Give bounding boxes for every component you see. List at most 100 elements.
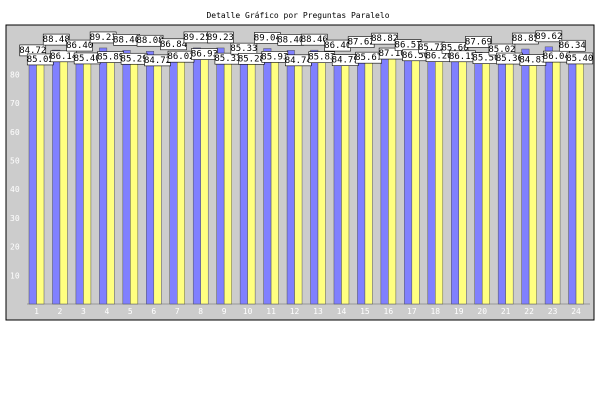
bar-series-2	[458, 56, 467, 305]
data-label: 88.08	[136, 36, 163, 46]
x-tick-label: 11	[266, 307, 276, 316]
data-label: 88.40	[277, 35, 304, 45]
bar-series-2	[36, 59, 45, 305]
data-label: 88.46	[301, 35, 328, 45]
bar-series-2	[341, 60, 350, 305]
data-label: 84.83	[519, 56, 546, 66]
x-tick-label: 17	[407, 307, 417, 316]
x-tick-label: 4	[104, 307, 109, 316]
bar-series-1	[333, 55, 342, 305]
data-label: 87.69	[465, 37, 492, 47]
data-label: 87.62	[348, 38, 375, 48]
data-label: 84.74	[285, 56, 312, 66]
data-label: 84.72	[144, 56, 171, 66]
data-label-box	[207, 31, 234, 44]
bar-series-2	[106, 57, 115, 305]
x-tick-label: 5	[128, 307, 133, 316]
data-label: 85.33	[214, 54, 241, 64]
bar-series-1	[427, 57, 436, 305]
data-label: 85.83	[308, 53, 335, 63]
data-label: 87.10	[379, 49, 406, 59]
data-label-box	[535, 30, 563, 43]
x-tick-label: 8	[198, 307, 203, 316]
y-tick-label: 80	[10, 70, 20, 79]
bar-series-1	[474, 52, 483, 305]
x-tick-label: 9	[222, 307, 227, 316]
bar-series-1	[380, 48, 389, 305]
data-label: 84.72	[19, 46, 46, 56]
x-tick-label: 6	[151, 307, 156, 316]
data-label: 85.33	[230, 44, 257, 54]
data-label-box	[566, 52, 594, 65]
bar-series-2	[388, 53, 397, 305]
bar-series-2	[552, 56, 561, 305]
data-label: 86.20	[425, 52, 452, 62]
bar-series-2	[294, 60, 303, 305]
data-label: 86.84	[160, 40, 187, 50]
data-label: 89.04	[254, 33, 281, 43]
data-label: 89.62	[535, 32, 562, 42]
x-tick-label: 2	[58, 307, 63, 316]
data-label: 89.25	[183, 33, 210, 43]
x-tick-label: 24	[571, 307, 581, 316]
data-label: 85.05	[27, 55, 54, 65]
x-tick-label: 10	[243, 307, 253, 316]
x-tick-label: 7	[175, 307, 180, 316]
bar-series-2	[200, 54, 209, 305]
y-tick-label: 50	[10, 157, 20, 166]
data-label: 86.40	[66, 41, 93, 51]
data-label: 85.29	[121, 54, 148, 64]
bar-series-2	[528, 60, 537, 305]
bar-series-1	[192, 47, 201, 305]
data-label-box	[558, 39, 586, 52]
data-label-box	[42, 33, 70, 46]
x-tick-label: 19	[454, 307, 464, 316]
bar-series-2	[83, 58, 92, 305]
bar-series-2	[59, 56, 68, 305]
x-tick-label: 18	[430, 307, 440, 316]
bar-series-1	[568, 55, 577, 305]
y-tick-label: 40	[10, 185, 20, 194]
data-label: 86.04	[543, 52, 570, 62]
bar-series-1	[169, 54, 178, 305]
x-tick-label: 13	[313, 307, 323, 316]
bar-series-2	[247, 59, 256, 305]
bar-series-2	[153, 60, 162, 305]
x-tick-label: 3	[81, 307, 86, 316]
bar-series-2	[270, 57, 279, 305]
data-label: 86.34	[559, 41, 586, 51]
data-label: 85.93	[261, 52, 288, 62]
data-label: 85.50	[472, 54, 499, 64]
data-label: 88.48	[43, 35, 70, 45]
bar-series-1	[239, 58, 248, 305]
data-label-box	[300, 33, 328, 46]
x-tick-label: 21	[501, 307, 511, 316]
data-label: 85.60	[441, 43, 468, 53]
bar-series-2	[223, 58, 232, 305]
x-tick-label: 22	[524, 307, 534, 316]
data-label-box	[66, 39, 93, 52]
y-tick-label: 60	[10, 128, 20, 137]
bar-series-1	[357, 52, 366, 305]
bar-series-1	[75, 55, 84, 305]
data-label: 85.40	[566, 54, 593, 64]
x-tick-label: 23	[548, 307, 558, 316]
bar-series-1	[451, 58, 459, 305]
bar-series-2	[435, 56, 444, 305]
data-label: 86.02	[167, 52, 194, 62]
bar-series-1	[544, 46, 553, 305]
data-label: 84.79	[332, 56, 359, 66]
x-tick-label: 1	[34, 307, 39, 316]
y-tick-label: 70	[10, 99, 20, 108]
data-label: 88.85	[512, 34, 539, 44]
data-label: 86.57	[395, 41, 422, 51]
bar-series-1	[310, 49, 319, 305]
bar-series-2	[481, 58, 490, 305]
data-label: 85.40	[74, 54, 101, 64]
bar-series-1	[286, 50, 295, 305]
x-tick-label: 14	[337, 307, 347, 316]
y-tick-label: 20	[10, 243, 20, 252]
data-label: 85.28	[238, 54, 265, 64]
data-label-box	[371, 32, 398, 45]
